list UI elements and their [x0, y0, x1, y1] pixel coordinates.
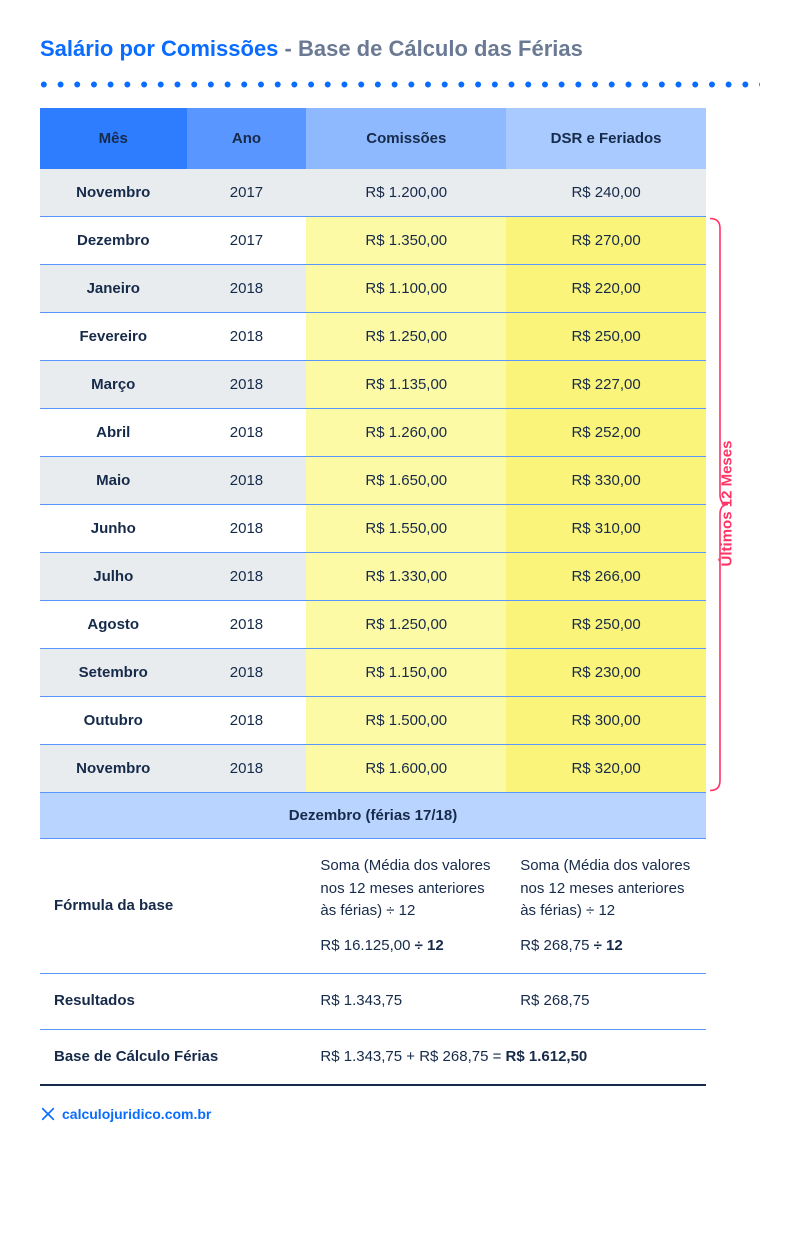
cell-mes: Janeiro [40, 265, 187, 313]
cell-dsr: R$ 250,00 [506, 601, 706, 649]
cell-comissoes: R$ 1.200,00 [306, 169, 506, 217]
cell-ano: 2018 [187, 265, 307, 313]
cell-ano: 2018 [187, 697, 307, 745]
cell-mes: Junho [40, 505, 187, 553]
cell-mes: Março [40, 361, 187, 409]
cell-comissoes: R$ 1.250,00 [306, 601, 506, 649]
cell-dsr: R$ 250,00 [506, 313, 706, 361]
table-row: Abril2018R$ 1.260,00R$ 252,00 [40, 409, 706, 457]
table-row: Janeiro2018R$ 1.100,00R$ 220,00 [40, 265, 706, 313]
base-total: R$ 1.343,75 + R$ 268,75 = R$ 1.612,50 [306, 1029, 706, 1085]
cell-mes: Novembro [40, 169, 187, 217]
table-header-row: Mês Ano Comissões DSR e Feriados [40, 108, 706, 169]
cell-ano: 2018 [187, 601, 307, 649]
commission-table: Mês Ano Comissões DSR e Feriados Novembr… [40, 108, 706, 1086]
cell-comissoes: R$ 1.500,00 [306, 697, 506, 745]
cell-dsr: R$ 270,00 [506, 217, 706, 265]
cell-ano: 2017 [187, 217, 307, 265]
th-ano: Ano [187, 108, 307, 169]
formula-com-calc: R$ 16.125,00 ÷ 12 [320, 935, 492, 958]
cell-dsr: R$ 320,00 [506, 745, 706, 793]
cell-ano: 2017 [187, 169, 307, 217]
cell-mes: Novembro [40, 745, 187, 793]
title-strong: Salário por Comissões [40, 36, 278, 61]
brand-text: calculojuridico.com.br [62, 1106, 211, 1122]
cell-mes: Fevereiro [40, 313, 187, 361]
formula-row: Fórmula da base Soma (Média dos valores … [40, 839, 706, 974]
cell-dsr: R$ 300,00 [506, 697, 706, 745]
th-dsr: DSR e Feriados [506, 108, 706, 169]
cell-comissoes: R$ 1.135,00 [306, 361, 506, 409]
cell-mes: Maio [40, 457, 187, 505]
base-label: Base de Cálculo Férias [40, 1029, 306, 1085]
title-rest: - Base de Cálculo das Férias [278, 36, 582, 61]
cell-dsr: R$ 266,00 [506, 553, 706, 601]
footer-brand: calculojuridico.com.br [40, 1106, 760, 1122]
table-row: Junho2018R$ 1.550,00R$ 310,00 [40, 505, 706, 553]
table-row: Setembro2018R$ 1.150,00R$ 230,00 [40, 649, 706, 697]
table-row: Maio2018R$ 1.650,00R$ 330,00 [40, 457, 706, 505]
cell-dsr: R$ 330,00 [506, 457, 706, 505]
cell-dsr: R$ 227,00 [506, 361, 706, 409]
dotted-rule: ••••••••••••••••••••••••••••••••••••••••… [40, 72, 760, 96]
cell-comissoes: R$ 1.350,00 [306, 217, 506, 265]
cell-dsr: R$ 240,00 [506, 169, 706, 217]
th-comissoes: Comissões [306, 108, 506, 169]
table-row: Novembro2017R$ 1.200,00R$ 240,00 [40, 169, 706, 217]
brand-logo-icon [40, 1106, 56, 1122]
cell-mes: Dezembro [40, 217, 187, 265]
section-row: Dezembro (férias 17/18) [40, 793, 706, 839]
cell-mes: Outubro [40, 697, 187, 745]
cell-dsr: R$ 230,00 [506, 649, 706, 697]
table-row: Julho2018R$ 1.330,00R$ 266,00 [40, 553, 706, 601]
cell-comissoes: R$ 1.260,00 [306, 409, 506, 457]
resultados-label: Resultados [40, 974, 306, 1030]
th-mes: Mês [40, 108, 187, 169]
cell-dsr: R$ 220,00 [506, 265, 706, 313]
bracket-label: Últimos 12 Meses [719, 440, 736, 566]
table-row: Novembro2018R$ 1.600,00R$ 320,00 [40, 745, 706, 793]
resultados-row: Resultados R$ 1.343,75 R$ 268,75 [40, 974, 706, 1030]
cell-comissoes: R$ 1.150,00 [306, 649, 506, 697]
cell-mes: Abril [40, 409, 187, 457]
formula-comissoes: Soma (Média dos valores nos 12 meses ant… [306, 839, 506, 974]
cell-ano: 2018 [187, 313, 307, 361]
cell-mes: Agosto [40, 601, 187, 649]
formula-dsr-calc: R$ 268,75 ÷ 12 [520, 935, 692, 958]
cell-ano: 2018 [187, 457, 307, 505]
cell-comissoes: R$ 1.550,00 [306, 505, 506, 553]
cell-comissoes: R$ 1.100,00 [306, 265, 506, 313]
cell-dsr: R$ 310,00 [506, 505, 706, 553]
resultados-com: R$ 1.343,75 [306, 974, 506, 1030]
formula-desc-com: Soma (Média dos valores nos 12 meses ant… [320, 855, 492, 923]
cell-dsr: R$ 252,00 [506, 409, 706, 457]
cell-comissoes: R$ 1.250,00 [306, 313, 506, 361]
cell-mes: Setembro [40, 649, 187, 697]
cell-ano: 2018 [187, 409, 307, 457]
table-row: Dezembro2017R$ 1.350,00R$ 270,00 [40, 217, 706, 265]
cell-ano: 2018 [187, 361, 307, 409]
cell-ano: 2018 [187, 745, 307, 793]
resultados-dsr: R$ 268,75 [506, 974, 706, 1030]
cell-ano: 2018 [187, 505, 307, 553]
table-row: Março2018R$ 1.135,00R$ 227,00 [40, 361, 706, 409]
cell-ano: 2018 [187, 553, 307, 601]
base-row: Base de Cálculo Férias R$ 1.343,75 + R$ … [40, 1029, 706, 1085]
table-row: Agosto2018R$ 1.250,00R$ 250,00 [40, 601, 706, 649]
formula-dsr: Soma (Média dos valores nos 12 meses ant… [506, 839, 706, 974]
cell-comissoes: R$ 1.330,00 [306, 553, 506, 601]
cell-comissoes: R$ 1.600,00 [306, 745, 506, 793]
table-row: Fevereiro2018R$ 1.250,00R$ 250,00 [40, 313, 706, 361]
section-label: Dezembro (férias 17/18) [40, 793, 706, 839]
cell-mes: Julho [40, 553, 187, 601]
table-row: Outubro2018R$ 1.500,00R$ 300,00 [40, 697, 706, 745]
formula-label: Fórmula da base [40, 839, 306, 974]
cell-ano: 2018 [187, 649, 307, 697]
cell-comissoes: R$ 1.650,00 [306, 457, 506, 505]
formula-desc-dsr: Soma (Média dos valores nos 12 meses ant… [520, 855, 692, 923]
page-title: Salário por Comissões - Base de Cálculo … [40, 36, 760, 62]
